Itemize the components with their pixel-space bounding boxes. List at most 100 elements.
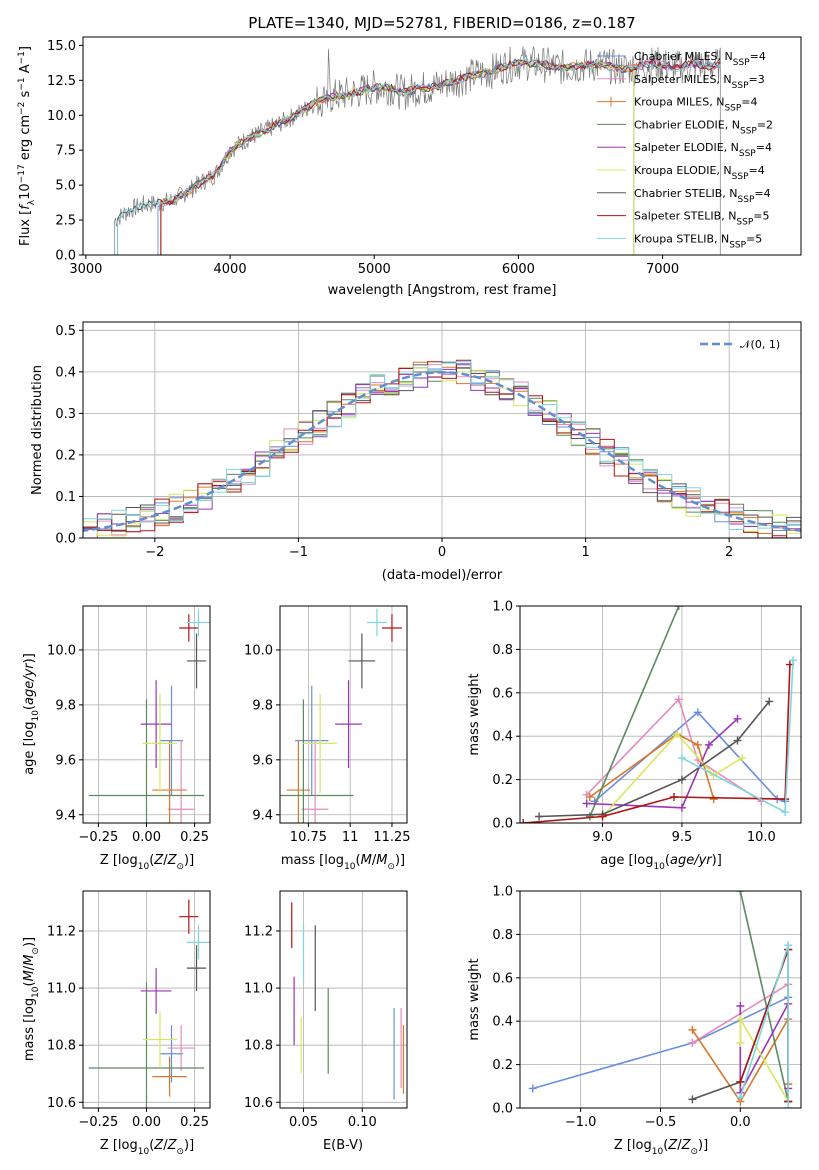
y-tick-label: 9.6: [55, 753, 76, 768]
panel-age-vs-mass: 10.75 11 11.25 9.4 9.6 9.8 10.0 mass [log10(M/M…: [244, 605, 411, 872]
weight-marker: [781, 808, 790, 817]
weight-marker: [677, 803, 686, 812]
weight-marker: [688, 1095, 697, 1104]
y-tick-label: 9.6: [252, 753, 273, 768]
y-tick-label: 0.4: [492, 1015, 513, 1030]
y-axis-label: mass weight: [467, 958, 482, 1040]
y-tick-label: 11.0: [244, 982, 273, 997]
x-tick-label: 0.25: [180, 830, 209, 845]
weight-marker: [736, 1077, 745, 1086]
weight-line-5: [586, 718, 739, 809]
y-axis-label: Normed distribution: [30, 365, 45, 495]
legend-entry: Salpeter MILES, NSSP=3: [634, 73, 765, 91]
y-tick-label: 10.8: [47, 1039, 76, 1054]
y-tick-label: 9.8: [55, 698, 76, 713]
legend-entry: Chabrier ELODIE, NSSP=2: [634, 118, 773, 136]
panel-weight-vs-Z: −1.0 −0.5 0.0 0.0 0.2 0.4 0.6 0.8 1.0 Z [log10(Z/…: [467, 885, 802, 1157]
x-tick-label: −2: [145, 545, 164, 560]
panel-weight-vs-age: 9.0 9.5 10.0 0.0 0.2 0.4 0.6 0.8 1.0 age [log10(a…: [467, 600, 802, 872]
weight-marker: [736, 1038, 745, 1047]
y-tick-label: 10.6: [244, 1096, 273, 1111]
panel-mass-vs-Z: −0.25 0.00 0.25 10.6 10.8 11.0 11.2 mass [log10…: [22, 890, 211, 1157]
weight-marker: [674, 606, 683, 610]
legend-entry: Kroupa MILES, NSSP=4: [634, 96, 758, 114]
weight-marker: [733, 736, 742, 745]
x-axis-label: age [log10(age/yr)]: [600, 853, 722, 872]
x-tick-label: 10.0: [747, 830, 776, 845]
x-tick-label: 4000: [214, 262, 247, 277]
x-axis-label: (data-model)/error: [382, 568, 503, 583]
x-tick-label: 5000: [358, 262, 391, 277]
model-spectrum-9: [117, 57, 721, 255]
weight-line-2: [586, 697, 762, 802]
weight-marker: [582, 799, 591, 808]
axes-frame: [279, 605, 408, 824]
y-tick-label: 10.6: [47, 1096, 76, 1111]
y-tick-label: 1.0: [492, 885, 513, 900]
plot-area: [88, 899, 210, 1108]
model-spectrum-7: [117, 59, 721, 255]
y-tick-label: 9.4: [55, 808, 76, 823]
panel-mass-vs-ebv: 0.05 0.10 10.6 10.8 11.0 11.2 E(B-V): [244, 890, 408, 1153]
x-axis-label: wavelength [Angstrom, rest frame]: [328, 283, 557, 298]
x-tick-label: 0.00: [132, 830, 161, 845]
weight-line-8: [523, 664, 791, 823]
weight-marker: [738, 753, 747, 762]
model-spectrum-1: [157, 58, 721, 255]
weight-marker: [520, 819, 528, 823]
plot-area: [83, 359, 801, 538]
axes-frame: [519, 605, 802, 824]
y-tick-label: 0.8: [492, 928, 513, 943]
x-tick-label: 2: [725, 545, 733, 560]
plot-area: [88, 608, 210, 823]
weight-marker: [673, 730, 682, 739]
weight-marker: [765, 697, 774, 706]
y-tick-label: 0.6: [492, 971, 513, 986]
weight-marker: [736, 1015, 745, 1024]
x-tick-label: 9.5: [672, 830, 693, 845]
weight-line-4: [739, 891, 789, 1102]
legend-entry: Chabrier MILES, NSSP=4: [634, 50, 766, 68]
y-tick-label: 12.5: [47, 74, 76, 89]
y-tick-label: 0.8: [492, 643, 513, 658]
weight-marker: [528, 1084, 537, 1093]
legend-entry: Kroupa STELIB, NSSP=5: [634, 232, 762, 250]
y-tick-label: 10.0: [47, 109, 76, 124]
y-tick-label: 11.0: [47, 982, 76, 997]
x-tick-label: 10.75: [290, 830, 327, 845]
y-tick-label: 0.2: [492, 773, 513, 788]
y-tick-label: 0.4: [55, 365, 76, 380]
weight-line-9: [739, 945, 789, 1108]
y-tick-label: 0.5: [55, 324, 76, 339]
weight-marker: [598, 812, 607, 821]
x-tick-label: 0.05: [289, 1115, 318, 1130]
y-tick-label: 0.4: [492, 730, 513, 745]
weight-marker: [736, 1002, 745, 1011]
x-tick-label: 0.25: [180, 1115, 209, 1130]
weight-marker: [585, 812, 594, 821]
plot-area: [114, 46, 721, 255]
y-tick-label: 0.0: [55, 532, 76, 547]
plot-area: [291, 902, 405, 1100]
x-tick-label: −0.25: [78, 830, 118, 845]
weight-marker: [709, 795, 718, 804]
x-tick-label: 11: [342, 830, 359, 845]
y-axis-label: mass weight: [467, 673, 482, 755]
y-tick-label: 0.6: [492, 686, 513, 701]
x-axis-label: Z [log10(Z/Z⊙)]: [614, 1138, 708, 1157]
y-tick-label: 0.3: [55, 407, 76, 422]
histogram-8: [83, 359, 801, 538]
x-tick-label: 0.10: [348, 1115, 377, 1130]
weight-marker: [736, 1093, 745, 1102]
model-spectrum-6: [160, 59, 635, 255]
plot-area: [520, 606, 798, 823]
y-tick-label: 1.0: [492, 600, 513, 615]
x-tick-label: 6000: [502, 262, 535, 277]
y-tick-label: 0.2: [492, 1058, 513, 1073]
weight-marker: [736, 891, 745, 895]
x-tick-label: 0: [438, 545, 446, 560]
plot-area: [280, 608, 402, 823]
y-tick-label: 9.4: [252, 808, 273, 823]
panel-residuals: −2 −1 0 1 2 0.0 0.1 0.2 0.3 0.4 0.5 (data-model)/er…: [30, 321, 802, 583]
